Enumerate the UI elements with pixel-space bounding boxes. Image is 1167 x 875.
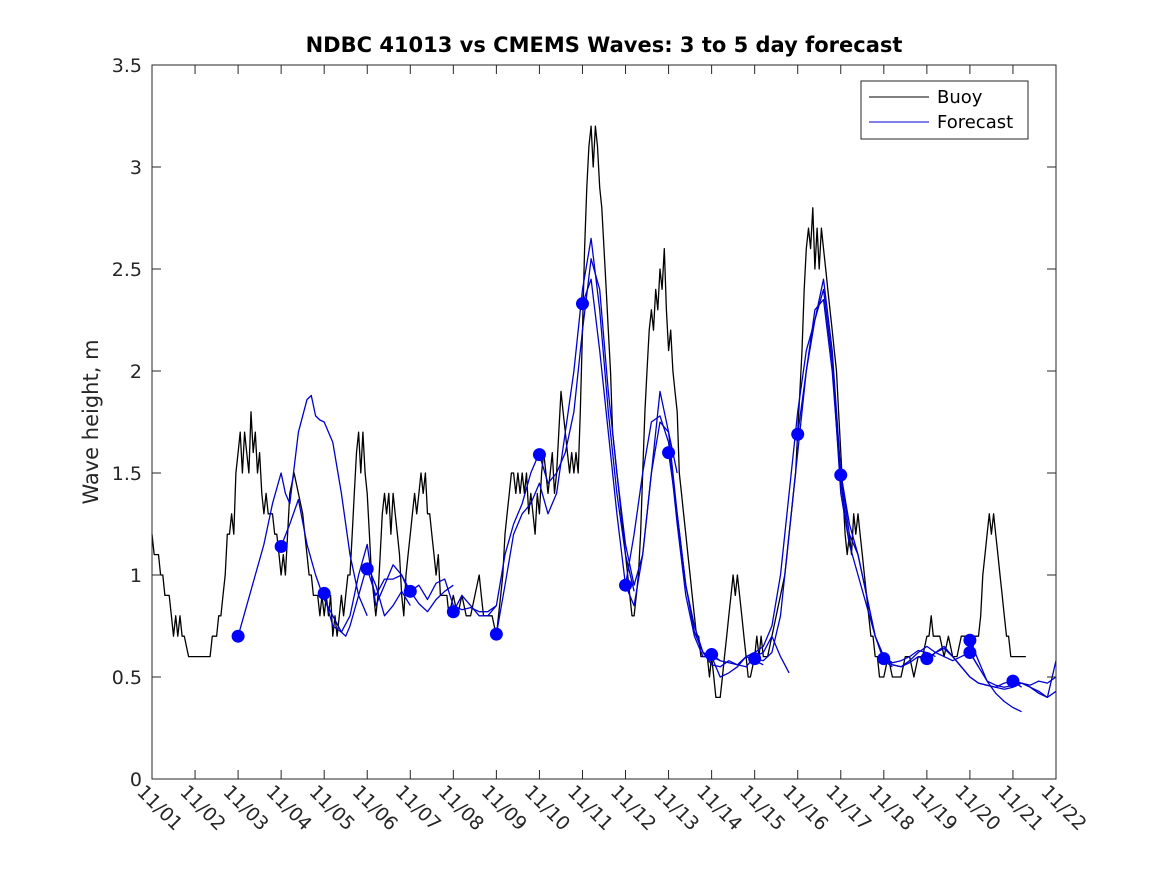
y-tick-label: 0.5	[112, 667, 142, 689]
series-line-forecast	[667, 452, 790, 674]
series-line-forecast	[452, 452, 540, 617]
plot-area	[152, 65, 1056, 779]
forecast-marker	[532, 448, 546, 462]
forecast-marker	[231, 629, 245, 643]
series-line-forecast	[581, 278, 721, 662]
forecast-marker	[963, 646, 977, 660]
y-tick-label: 1.5	[112, 463, 142, 485]
forecast-marker	[403, 584, 417, 598]
forecast-marker	[834, 468, 848, 482]
forecast-marker	[963, 633, 977, 647]
forecast-marker	[489, 627, 503, 641]
series-line-forecast	[624, 415, 764, 678]
legend: Buoy Forecast	[860, 80, 1029, 140]
series-line-forecast	[495, 237, 635, 635]
series-line-forecast	[323, 543, 411, 633]
legend-forecast-label: Forecast	[937, 112, 1013, 133]
forecast-marker	[662, 446, 676, 460]
axes-box	[151, 64, 1057, 780]
forecast-marker	[274, 539, 288, 553]
series-line-forecast	[280, 498, 411, 637]
y-axis-label: Wave height, m	[79, 339, 103, 504]
series-layer	[151, 125, 1057, 713]
forecast-marker	[360, 562, 374, 576]
series-line-forecast	[969, 640, 1022, 713]
series-line-forecast	[237, 394, 368, 637]
forecast-marker	[877, 652, 891, 666]
series-line-forecast	[1012, 676, 1057, 686]
legend-box	[860, 80, 1029, 140]
legend-buoy-label: Buoy	[937, 87, 983, 108]
forecast-marker	[705, 648, 719, 662]
y-tick-label: 3.5	[112, 55, 142, 77]
forecast-marker	[1006, 674, 1020, 688]
y-tick-label: 1	[130, 565, 142, 587]
forecast-marker	[748, 652, 762, 666]
y-tick-label: 2	[130, 361, 142, 383]
y-tick-label: 2.5	[112, 259, 142, 281]
series-line-forecast	[754, 298, 893, 668]
forecast-marker	[920, 652, 934, 666]
series-line-forecast	[711, 288, 851, 666]
forecast-marker	[619, 578, 633, 592]
forecast-marker	[317, 586, 331, 600]
forecast-marker	[446, 605, 460, 619]
chart-title: NDBC 41013 vs CMEMS Waves: 3 to 5 day fo…	[306, 33, 903, 57]
y-tick-label: 3	[130, 157, 142, 179]
forecast-marker	[575, 297, 589, 311]
forecast-marker	[791, 427, 805, 441]
y-tick-label: 0	[130, 769, 142, 791]
series-line-forecast	[538, 258, 678, 586]
